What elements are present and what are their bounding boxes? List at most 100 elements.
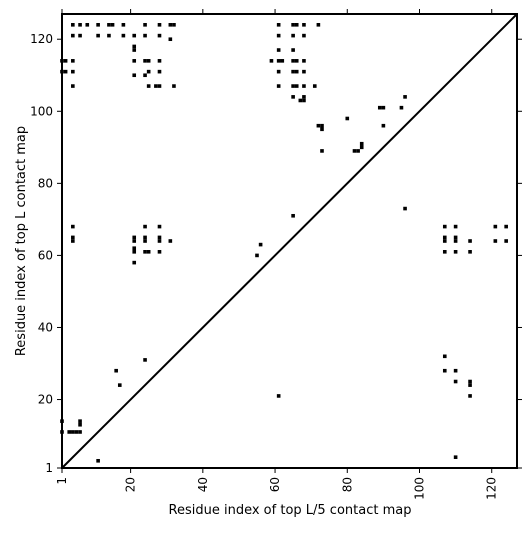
contact-point <box>504 239 508 243</box>
contact-point <box>276 33 281 38</box>
contact-point <box>78 23 82 27</box>
x-tick-label: 1 <box>55 477 69 485</box>
y-tick-label: 120 <box>30 32 53 46</box>
contact-point <box>291 23 295 27</box>
contact-point <box>114 368 118 373</box>
contact-point <box>442 250 447 254</box>
contact-point <box>96 33 100 38</box>
contact-point <box>276 84 281 88</box>
contact-point <box>63 59 68 63</box>
contact-point <box>316 23 321 27</box>
contact-point <box>143 358 147 362</box>
contact-point <box>453 235 458 240</box>
contact-point <box>468 394 472 398</box>
contact-point <box>302 33 306 38</box>
contact-point <box>132 44 137 49</box>
contact-point <box>345 116 350 121</box>
contact-point <box>302 69 306 74</box>
diagonal-line <box>61 13 518 469</box>
contact-point <box>143 23 147 27</box>
x-axis-label: Residue index of top L/5 contact map <box>169 503 412 518</box>
contact-point <box>78 430 82 434</box>
contact-point <box>381 123 386 128</box>
contact-point <box>442 368 447 373</box>
contact-point <box>320 149 324 153</box>
contact-point <box>157 33 162 38</box>
contact-point <box>78 33 82 38</box>
contact-point <box>294 69 299 74</box>
contact-point <box>359 145 364 150</box>
contact-point <box>143 73 147 78</box>
contact-point <box>146 250 151 254</box>
contact-point <box>117 383 122 387</box>
contact-point <box>276 23 281 27</box>
contact-point <box>291 69 295 74</box>
contact-point <box>468 379 472 384</box>
contact-point <box>291 48 295 52</box>
contact-point <box>154 84 158 88</box>
contact-point <box>302 84 306 88</box>
contact-point <box>493 224 498 229</box>
contact-point <box>442 354 447 359</box>
contact-point <box>298 98 303 103</box>
contact-point <box>157 235 162 240</box>
contact-point <box>255 253 259 258</box>
contact-point <box>132 59 137 63</box>
contact-point <box>74 430 79 434</box>
contact-point <box>381 105 386 110</box>
contact-point <box>276 394 281 398</box>
contact-point <box>302 95 306 99</box>
contact-point <box>453 224 458 229</box>
contact-point <box>71 84 75 88</box>
y-tick-label: 60 <box>38 248 53 262</box>
contact-point <box>320 123 324 128</box>
contact-point <box>172 23 176 27</box>
x-tick-label: 80 <box>340 477 354 492</box>
contact-point <box>453 379 458 384</box>
contact-point <box>276 59 281 63</box>
y-tick-label: 100 <box>30 104 53 118</box>
contact-point <box>280 59 285 63</box>
contact-point <box>291 84 295 88</box>
contact-point <box>132 33 137 38</box>
contact-point <box>146 84 151 88</box>
contact-point <box>146 69 151 74</box>
contact-point <box>121 33 126 38</box>
contact-point <box>143 33 147 38</box>
contact-point <box>132 235 137 240</box>
contact-point <box>71 235 75 240</box>
contact-point <box>291 59 295 63</box>
contact-point <box>110 23 115 27</box>
contact-point <box>143 224 147 229</box>
contact-point <box>442 239 447 243</box>
contact-point <box>453 239 458 243</box>
contact-point <box>356 149 360 153</box>
contact-point <box>67 430 72 434</box>
contact-point <box>71 224 75 229</box>
y-tick-label: 40 <box>38 320 53 334</box>
contact-point <box>468 239 472 243</box>
contact-point <box>453 250 458 254</box>
contact-point <box>316 123 321 128</box>
contact-point <box>168 23 173 27</box>
x-tick-label: 120 <box>485 477 499 500</box>
contact-point <box>294 84 299 88</box>
contact-point <box>291 95 295 99</box>
contact-point <box>294 23 299 27</box>
contact-point <box>168 239 173 243</box>
contact-point <box>168 37 173 42</box>
contact-point <box>143 250 147 254</box>
contact-point <box>146 59 151 63</box>
contact-point <box>442 235 447 240</box>
contact-point <box>71 33 75 38</box>
y-axis-label: Residue index of top L contact map <box>14 126 29 356</box>
contact-point <box>320 127 324 132</box>
contact-point <box>294 59 299 63</box>
contact-point <box>107 23 111 27</box>
contact-point <box>453 368 458 373</box>
contact-point <box>172 84 176 88</box>
contact-point <box>71 69 75 74</box>
